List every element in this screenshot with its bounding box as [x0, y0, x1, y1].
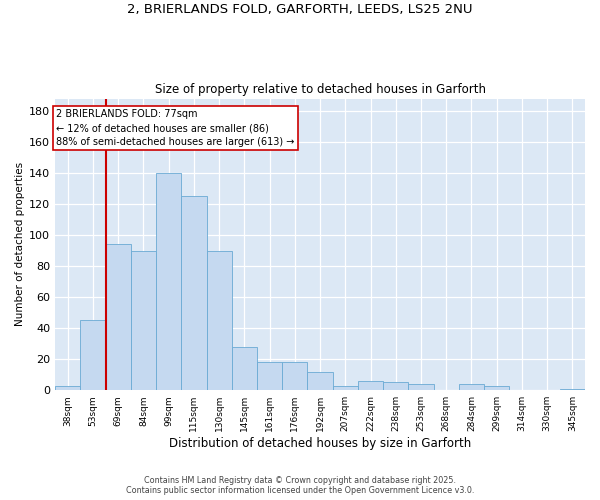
Text: Contains HM Land Registry data © Crown copyright and database right 2025.
Contai: Contains HM Land Registry data © Crown c… — [126, 476, 474, 495]
Bar — [131, 250, 156, 390]
Bar — [560, 388, 585, 390]
Bar — [358, 381, 383, 390]
Bar — [156, 173, 181, 390]
Title: Size of property relative to detached houses in Garforth: Size of property relative to detached ho… — [155, 83, 485, 96]
Bar — [409, 384, 434, 390]
Bar — [106, 244, 131, 390]
Text: 2 BRIERLANDS FOLD: 77sqm
← 12% of detached houses are smaller (86)
88% of semi-d: 2 BRIERLANDS FOLD: 77sqm ← 12% of detach… — [56, 110, 295, 148]
Bar — [55, 386, 80, 390]
Bar — [257, 362, 282, 390]
Bar — [282, 362, 307, 390]
Bar — [484, 386, 509, 390]
Bar — [232, 347, 257, 390]
Bar — [181, 196, 206, 390]
Bar — [459, 384, 484, 390]
Bar — [383, 382, 409, 390]
Text: 2, BRIERLANDS FOLD, GARFORTH, LEEDS, LS25 2NU: 2, BRIERLANDS FOLD, GARFORTH, LEEDS, LS2… — [127, 2, 473, 16]
Y-axis label: Number of detached properties: Number of detached properties — [15, 162, 25, 326]
Bar — [307, 372, 332, 390]
X-axis label: Distribution of detached houses by size in Garforth: Distribution of detached houses by size … — [169, 437, 471, 450]
Bar — [332, 386, 358, 390]
Bar — [206, 250, 232, 390]
Bar — [80, 320, 106, 390]
